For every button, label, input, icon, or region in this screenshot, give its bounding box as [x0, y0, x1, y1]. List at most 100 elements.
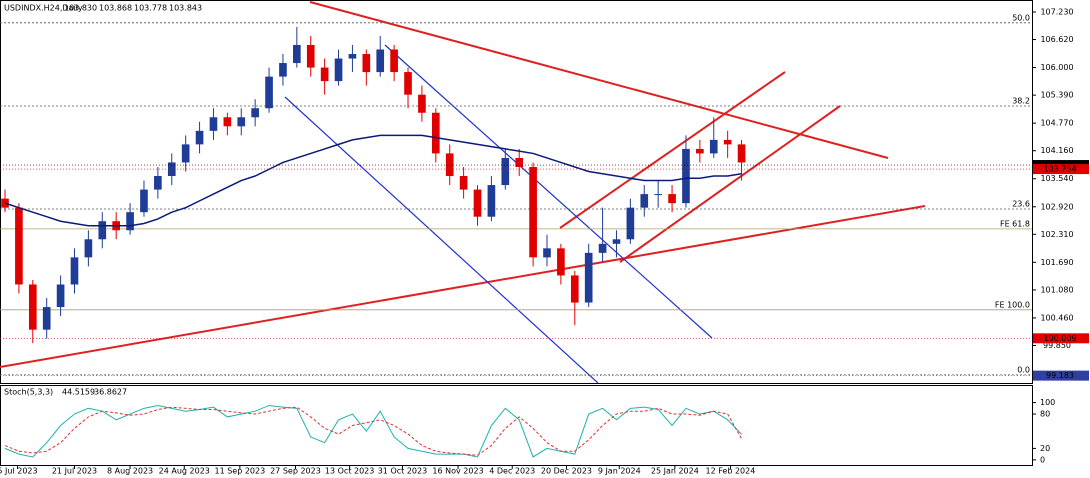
candle-body: [487, 185, 496, 217]
candle-body: [418, 94, 426, 113]
header-value: 103.778: [134, 4, 167, 13]
level-label: FE 100.0: [995, 300, 1030, 309]
y-tick-label: 99.850: [1043, 341, 1071, 350]
x-tick-label: 4 Dec 2023: [489, 467, 535, 476]
candle-body: [181, 144, 190, 163]
indicator-title: Stoch(5,3,3): [4, 388, 53, 397]
candle-body: [306, 44, 315, 68]
y-tick-label: 101.690: [1040, 258, 1073, 267]
y-tick-label: 102.920: [1040, 202, 1073, 211]
y-tick-label: 104.160: [1040, 146, 1073, 155]
candle-body: [529, 166, 537, 258]
candle-body: [140, 189, 148, 213]
candle-body: [279, 63, 287, 77]
price-box: [1033, 370, 1089, 381]
y-tick-label: 106.620: [1040, 35, 1073, 44]
trend-line: [619, 105, 841, 263]
candle-body: [126, 212, 134, 231]
header-value: 103.843: [169, 4, 202, 13]
candle-body: [251, 108, 259, 118]
level-label: 0.0: [1017, 365, 1030, 374]
indicator-tick-label: 20: [1040, 444, 1050, 453]
x-tick-label: 9 Jan 2024: [598, 467, 641, 476]
candle-body: [154, 176, 162, 190]
candle-body: [445, 153, 454, 177]
price-box: [1033, 333, 1089, 344]
moving-average: [4, 134, 742, 227]
candle-body: [348, 54, 357, 59]
y-tick-label: 107.230: [1040, 7, 1073, 16]
candle-body: [668, 194, 676, 204]
candle-body: [70, 257, 79, 285]
trend-line: [559, 71, 786, 229]
main-frame: [0, 0, 1033, 384]
indicator-tick-label: 0: [1040, 455, 1045, 464]
x-tick-label: 16 Nov 2023: [432, 467, 483, 476]
candle-body: [515, 157, 524, 167]
trend-lines: [0, 1, 926, 384]
candle-body: [376, 49, 385, 73]
level-label: 50.0: [1012, 13, 1030, 22]
x-tick-label: 20 Dec 2023: [541, 467, 592, 476]
candle-body: [584, 252, 593, 303]
y-tick-label: 104.770: [1040, 119, 1073, 128]
candle-body: [626, 207, 635, 240]
x-tick-label: 21 Jul 2023: [52, 467, 97, 476]
x-tick-label: 8 Aug 2023: [107, 467, 153, 476]
x-tick-label: 12 Feb 2024: [706, 467, 756, 476]
candle-body: [265, 76, 273, 109]
indicator-frame: [0, 385, 1033, 466]
candle-body: [28, 284, 37, 330]
x-tick-label: 25 Jan 2024: [651, 467, 699, 476]
candle-body: [98, 221, 107, 240]
candle-body: [84, 239, 93, 258]
candle-body: [557, 248, 565, 276]
candle-body: [682, 148, 690, 204]
price-label: 99.183: [1046, 371, 1074, 380]
channel-line: [384, 44, 713, 339]
candle-body: [709, 139, 718, 154]
candle-body: [473, 189, 482, 217]
x-tick-label: 31 Oct 2023: [378, 467, 427, 476]
x-tick-label: 27 Sep 2023: [270, 467, 321, 476]
candle-body: [501, 157, 510, 186]
trend-line: [0, 205, 926, 368]
candle-body: [223, 117, 232, 127]
stoch-line: [4, 406, 742, 456]
candle-body: [459, 176, 468, 190]
trend-line: [309, 1, 889, 159]
header-value: 103.830: [64, 4, 97, 13]
y-tick-label: 101.080: [1040, 285, 1073, 294]
header-value: 103.868: [99, 4, 132, 13]
candle-body: [723, 139, 732, 145]
candle-body: [293, 44, 301, 64]
candle-body: [42, 307, 51, 330]
candle-body: [737, 144, 746, 163]
candle-body: [640, 194, 649, 208]
candle-body: [56, 284, 65, 308]
candle-body: [404, 72, 412, 95]
candle-body: [15, 207, 23, 285]
x-tick-label: 24 Aug 2023: [159, 467, 210, 476]
candle-body: [431, 112, 440, 154]
y-tick-label: 102.310: [1040, 230, 1073, 239]
indicator-reading: 36.8627: [94, 388, 127, 397]
indicator-tick-label: 80: [1040, 410, 1050, 419]
candle-body: [543, 248, 551, 258]
candle-body: [209, 117, 218, 131]
candle-body: [654, 194, 662, 196]
candle-body: [598, 243, 607, 253]
y-tick-label: 105.390: [1040, 91, 1073, 100]
indicator-tick-label: 100: [1040, 398, 1055, 407]
x-tick-label: 5 Jul 2023: [0, 467, 38, 476]
y-tick-label: 106.000: [1040, 63, 1073, 72]
chart-title: USDINDX.H24,Daily: [4, 4, 83, 13]
price-box: [1033, 164, 1089, 175]
candle-body: [334, 58, 343, 82]
candle-body: [612, 239, 621, 244]
candle-body: [237, 117, 246, 127]
level-label: 23.6: [1012, 200, 1030, 209]
y-tick-label: 103.540: [1040, 174, 1073, 183]
candle-body: [362, 54, 371, 73]
price-label: 100.009: [1043, 334, 1076, 343]
